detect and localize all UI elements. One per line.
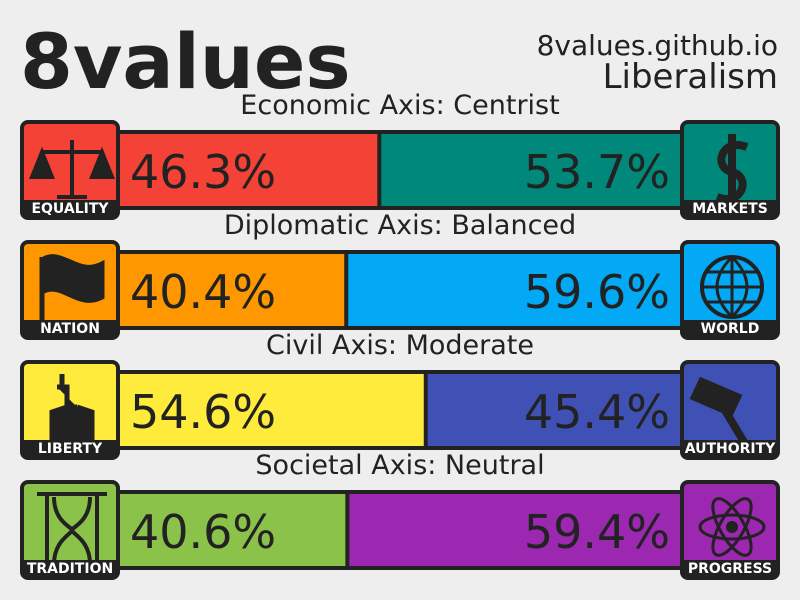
value-label: 45.4% xyxy=(524,385,670,439)
value-label: 53.7% xyxy=(524,145,670,199)
icon-box: NATION xyxy=(20,240,120,340)
axis-title: Diplomatic Axis: Balanced xyxy=(224,210,576,241)
icon xyxy=(49,374,95,450)
series-name: EQUALITY xyxy=(31,201,109,217)
bar xyxy=(120,494,346,566)
icon xyxy=(711,497,753,557)
series-name: MARKETS xyxy=(692,201,768,217)
axis-title: Economic Axis: Centrist xyxy=(240,90,559,121)
bar xyxy=(348,254,680,326)
icon xyxy=(711,497,753,557)
label-bg xyxy=(682,440,778,458)
icon xyxy=(702,255,762,319)
icon-box: MARKETS xyxy=(680,120,780,220)
axis-title: Societal Axis: Neutral xyxy=(255,450,544,481)
icon-box: WORLD xyxy=(680,240,780,340)
value-label: 54.6% xyxy=(130,385,276,439)
bar xyxy=(349,494,680,566)
series-name: LIBERTY xyxy=(38,441,103,457)
bar xyxy=(427,374,680,446)
label-bg xyxy=(682,320,778,338)
icon-box: TRADITION xyxy=(20,480,120,580)
label-bg xyxy=(22,560,118,578)
icon xyxy=(715,134,749,210)
series-name: WORLD xyxy=(701,321,760,337)
icon xyxy=(689,376,751,450)
axis-title: Civil Axis: Moderate xyxy=(266,330,534,361)
chart-title: 8values xyxy=(20,17,351,106)
label-bg xyxy=(22,440,118,458)
bar xyxy=(120,374,424,446)
icon-box: AUTHORITY xyxy=(680,360,780,460)
label-bg xyxy=(682,560,778,578)
icon xyxy=(29,140,115,199)
label-bg xyxy=(22,320,118,338)
icon-box: EQUALITY xyxy=(20,120,120,220)
subtitle: 8values.github.io xyxy=(537,29,778,62)
value-label: 40.4% xyxy=(130,265,276,319)
icon xyxy=(39,254,105,327)
icon-box: LIBERTY xyxy=(20,360,120,460)
icon-box: PROGRESS xyxy=(680,480,780,580)
label-bg xyxy=(22,200,118,218)
bar xyxy=(381,134,680,206)
bar xyxy=(120,254,345,326)
ideology: Liberalism xyxy=(603,57,778,97)
series-name: AUTHORITY xyxy=(685,441,776,457)
series-name: PROGRESS xyxy=(688,561,772,577)
icon xyxy=(726,521,738,533)
icon xyxy=(698,513,766,541)
value-label: 40.6% xyxy=(130,505,276,559)
bar xyxy=(120,134,378,206)
value-label: 46.3% xyxy=(130,145,276,199)
series-name: TRADITION xyxy=(27,561,113,577)
series-name: NATION xyxy=(40,321,100,337)
value-label: 59.4% xyxy=(524,505,670,559)
value-label: 59.6% xyxy=(524,265,670,319)
label-bg xyxy=(682,200,778,218)
